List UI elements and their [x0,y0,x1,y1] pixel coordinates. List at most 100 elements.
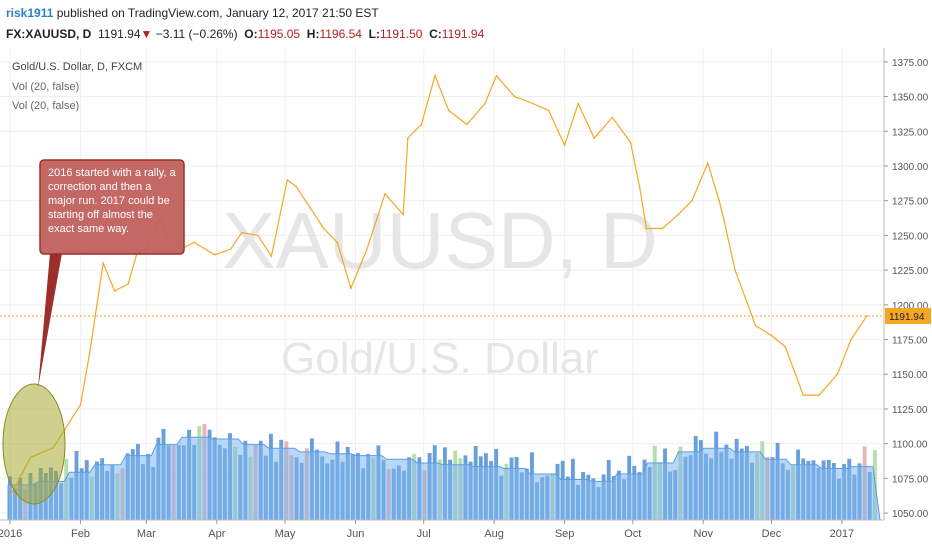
y-tick-label: 1075.00 [892,474,929,485]
price-point [495,74,498,77]
watermark-symbol: XAUUSD, D [222,196,658,285]
price-point [309,206,311,209]
price-point [434,74,436,77]
price-point [336,241,339,244]
callout-text: 2016 started with a rally, a correction … [48,167,176,235]
symbol-line: FX:XAUUSD, D 1191.94▼ −3.11 (−0.26%) O:1… [6,27,484,41]
last-price: 1191.94 [98,27,141,41]
price-point [563,144,566,146]
price-point [9,495,11,498]
last-price-tag [885,308,931,325]
grid [0,48,884,520]
open-label: O: [244,27,258,41]
volume-ma-area [7,436,881,521]
x-tick-label: Jun [347,528,365,540]
chart-header: risk1911 published on TradingView.com, J… [0,0,932,48]
price-point [513,95,516,98]
y-tick-label: 1225.00 [892,266,929,277]
x-tick-label: Jul [417,528,431,540]
y-tick-label: 1250.00 [892,231,929,242]
price-point [784,345,786,348]
legend-main: Gold/U.S. Dollar, D, FXCM [12,61,142,73]
y-axis: 1375.00 1350.00 1325.00 1300.00 1275.00 1250.… [883,48,929,520]
x-tick-label: Nov [693,528,713,540]
price-point [420,123,423,126]
low-label: L: [368,27,380,41]
y-tick-label: 1125.00 [892,405,928,416]
price-point [577,102,580,105]
callout-box [39,159,185,255]
price-point [406,137,409,140]
author-link[interactable]: risk1911 [6,6,54,20]
price-point [466,123,468,126]
highlight-ellipse [2,383,66,505]
x-tick-label: May [275,528,296,540]
x-tick-label: Dec [762,528,782,540]
price-point [484,102,486,105]
price-point [734,269,736,271]
price-point [79,403,82,406]
y-tick-label: 1200.00 [892,301,929,312]
price-point [707,162,709,165]
x-axis: 2016 Feb Mar Apr May Jun Jul Aug Sep Oct Nov Dec 201… [0,519,884,540]
price-change: −3.11 (−0.26%) [155,27,238,41]
price-point [593,137,595,140]
price-point [691,199,693,202]
price-point [213,254,216,256]
y-tick-label: 1275.00 [892,197,929,208]
price-point [102,262,104,264]
x-tick-label: 2017 [830,528,854,540]
price-point [802,394,805,396]
price-point [754,324,757,327]
price-point [447,109,450,112]
price-point [850,338,852,341]
price-point [366,248,368,251]
publish-line: risk1911 published on TradingView.com, J… [6,6,379,20]
open-value: 1195.05 [257,27,301,41]
price-point [547,109,550,112]
price-point [718,199,720,202]
price-point [241,231,243,234]
x-tick-label: Feb [71,528,90,540]
high-label: H: [306,27,320,41]
price-point [770,334,773,337]
x-tick-label: Aug [484,528,504,540]
legend: Gold/U.S. Dollar, D, FXCM Vol (20, false… [12,61,142,112]
y-tick-label: 1175.00 [892,336,928,347]
legend-volume-2: Vol (20, false) [12,100,79,112]
price-point [638,186,641,188]
callout-pointer [38,253,62,388]
last-price-marker: 1191.94 [885,308,931,325]
publish-info: published on TradingView.com, January 12… [56,6,379,20]
x-tick-label: 2016 [0,528,22,540]
watermark-name: Gold/U.S. Dollar [281,334,599,383]
price-point [256,234,259,237]
price-point [286,179,289,181]
symbol-name: FX:XAUUSD, D [6,27,92,41]
price-point [629,141,632,144]
price-chart[interactable]: XAUUSD, D Gold/U.S. Dollar Gold/U.S. Dol… [0,48,932,550]
down-arrow-icon: ▼ [140,27,153,41]
callout: 2016 started with a rally, a correction … [2,159,185,505]
price-point [677,213,680,216]
price-point [611,116,614,119]
price-point [229,248,232,251]
watermark: XAUUSD, D Gold/U.S. Dollar [222,196,658,383]
price-point [322,227,325,230]
price-point [818,394,820,396]
price-point [113,290,116,292]
y-tick-label: 1300.00 [892,162,929,173]
price-point [88,352,91,355]
price-point [531,102,534,105]
x-tick-label: Apr [208,528,225,540]
low-value: 1191.50 [379,27,423,41]
price-point [836,373,839,376]
price-point [295,186,298,188]
x-tick-label: Mar [137,528,156,540]
price-point [866,315,868,317]
legend-volume-1: Vol (20, false) [12,81,79,93]
y-tick-label: 1100.00 [892,440,928,451]
price-point [645,227,648,230]
last-price-tag-label: 1191.94 [889,312,925,323]
y-tick-label: 1050.00 [892,509,929,520]
